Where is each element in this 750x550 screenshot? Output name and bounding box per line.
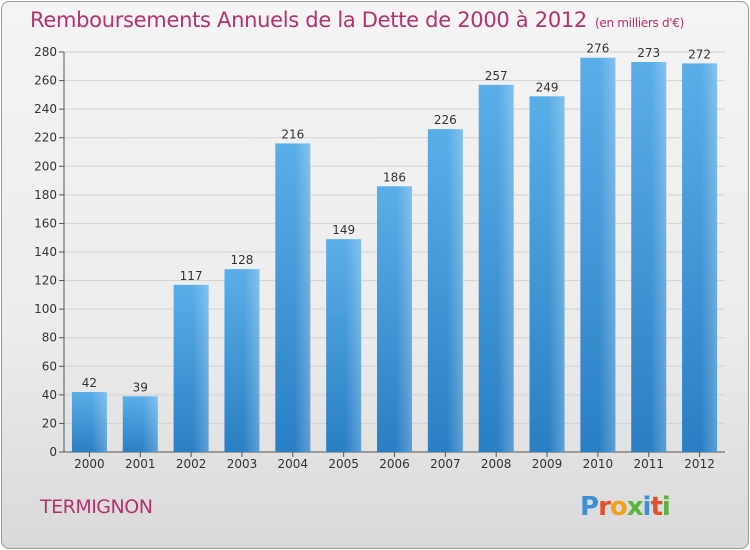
y-tick-label: 180 bbox=[34, 188, 57, 202]
data-label: 276 bbox=[586, 42, 609, 56]
bar-highlight bbox=[192, 284, 209, 452]
data-label: 257 bbox=[485, 69, 508, 83]
data-label: 42 bbox=[82, 376, 97, 390]
x-tick-label: 2007 bbox=[430, 457, 461, 471]
x-tick-label: 2011 bbox=[633, 457, 664, 471]
y-tick-label: 280 bbox=[34, 45, 57, 59]
chart-title-text: Remboursements Annuels de la Dette de 20… bbox=[30, 8, 587, 32]
y-tick-label: 60 bbox=[42, 359, 57, 373]
x-tick-label: 2002 bbox=[176, 457, 207, 471]
x-tick-label: 2003 bbox=[227, 457, 258, 471]
data-label: 273 bbox=[637, 46, 660, 60]
y-tick-label: 40 bbox=[42, 388, 57, 402]
chart-unit: (en milliers d'€) bbox=[595, 16, 685, 30]
bar-highlight bbox=[447, 129, 463, 452]
x-tick-label: 2000 bbox=[74, 457, 105, 471]
bar-highlight bbox=[396, 186, 412, 453]
y-tick-label: 20 bbox=[42, 416, 57, 430]
y-tick-label: 160 bbox=[34, 216, 57, 230]
data-label: 128 bbox=[231, 253, 254, 267]
x-tick-label: 2005 bbox=[328, 457, 359, 471]
bar-highlight bbox=[701, 63, 718, 453]
bar-highlight bbox=[599, 57, 616, 452]
chart-title: Remboursements Annuels de la Dette de 20… bbox=[30, 8, 684, 32]
town-name: TERMIGNON bbox=[40, 496, 153, 518]
data-label: 149 bbox=[332, 223, 355, 237]
bar-highlight bbox=[294, 143, 311, 452]
bar-highlight bbox=[497, 84, 514, 452]
x-tick-label: 2012 bbox=[684, 457, 715, 471]
y-tick-label: 0 bbox=[49, 445, 57, 459]
x-tick-label: 2010 bbox=[583, 457, 614, 471]
bar-highlight bbox=[548, 96, 565, 453]
x-tick-label: 2009 bbox=[532, 457, 563, 471]
y-tick-label: 80 bbox=[42, 331, 57, 345]
x-tick-label: 2004 bbox=[278, 457, 309, 471]
bar-highlight bbox=[91, 392, 107, 452]
y-tick-label: 240 bbox=[34, 102, 57, 116]
y-tick-label: 220 bbox=[34, 131, 57, 145]
data-label: 226 bbox=[434, 113, 457, 127]
y-tick-label: 140 bbox=[34, 245, 57, 259]
bar-highlight bbox=[345, 239, 362, 452]
proxiti-logo: Proxiti bbox=[580, 492, 671, 522]
bar-highlight bbox=[243, 269, 260, 452]
data-label: 249 bbox=[536, 80, 559, 94]
y-tick-label: 100 bbox=[34, 302, 57, 316]
y-tick-label: 200 bbox=[34, 159, 57, 173]
x-tick-label: 2001 bbox=[125, 457, 156, 471]
bar-highlight bbox=[142, 396, 158, 452]
data-label: 216 bbox=[281, 127, 304, 141]
y-tick-label: 260 bbox=[34, 74, 57, 88]
data-label: 39 bbox=[133, 380, 148, 394]
data-label: 117 bbox=[180, 269, 203, 283]
x-tick-label: 2008 bbox=[481, 457, 512, 471]
y-tick-label: 120 bbox=[34, 274, 57, 288]
data-label: 272 bbox=[688, 47, 711, 61]
bar-highlight bbox=[650, 62, 667, 452]
data-label: 186 bbox=[383, 170, 406, 184]
x-tick-label: 2006 bbox=[379, 457, 410, 471]
